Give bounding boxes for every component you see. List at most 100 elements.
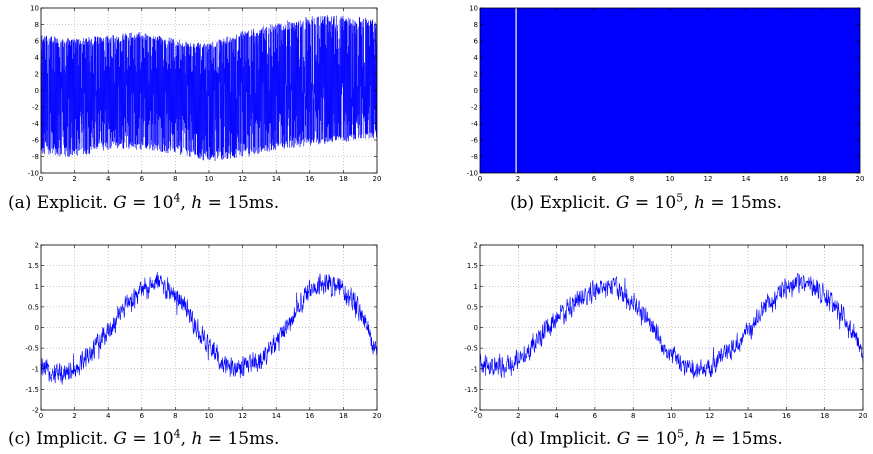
y-tick-label: 2 <box>35 71 39 79</box>
y-tick-label: -2 <box>32 104 39 112</box>
y-tick-label: 6 <box>474 38 479 46</box>
y-tick-label: 0 <box>474 324 478 332</box>
y-tick-label: 2 <box>474 242 478 250</box>
y-tick-label: -1 <box>32 365 39 373</box>
x-tick-label: 20 <box>856 175 865 183</box>
subfigure-d: 0 2 4 6 8 10 12 14 16 18 20 -2 -1.5 -1 -0.5 0 0.5 1 1.5 2 (… <box>440 236 873 454</box>
y-tick-label: -10 <box>28 170 39 178</box>
x-tick-label: 14 <box>744 412 753 420</box>
y-tick-label: -6 <box>32 137 40 145</box>
y-tick-label: 8 <box>35 21 39 29</box>
y-tick-label: 2 <box>474 71 478 79</box>
y-tick-label: 0 <box>474 87 478 95</box>
y-tick-label: 4 <box>474 54 479 62</box>
y-tick-label: 0 <box>35 87 39 95</box>
x-tick-label: 0 <box>39 175 43 183</box>
y-tick-label: -8 <box>471 153 478 161</box>
y-tick-label: -1.5 <box>25 386 39 394</box>
y-tick-label: -2 <box>471 104 478 112</box>
x-tick-label: 12 <box>238 175 247 183</box>
x-tick-label: 2 <box>516 175 520 183</box>
x-tick-label: 20 <box>373 412 382 420</box>
x-tick-label: 18 <box>818 175 827 183</box>
y-tick-label: -2 <box>32 407 39 415</box>
x-tick-label: 20 <box>859 412 868 420</box>
plot-a: 0 2 4 6 8 10 12 14 16 18 20 -10 -8 -6 -4 -2 0 2 4 6 8 10 <box>28 5 382 184</box>
x-tick-label: 8 <box>630 175 634 183</box>
x-tick-label: 14 <box>272 412 281 420</box>
y-tick-label: -0.5 <box>25 345 39 353</box>
y-tick-label: 0 <box>35 324 39 332</box>
x-tick-label: 10 <box>666 175 675 183</box>
y-tick-label: 6 <box>35 38 40 46</box>
y-tick-label: -2 <box>471 407 478 415</box>
x-tick-label: 20 <box>373 175 382 183</box>
caption-a: (a) Explicit. G = 104, h = 15ms. <box>8 191 280 213</box>
y-tick-label: 4 <box>35 54 40 62</box>
y-tick-label: -4 <box>32 120 40 128</box>
x-tick-label: 18 <box>339 412 348 420</box>
plot-c: 0 2 4 6 8 10 12 14 16 18 20 -2 -1.5 -1 -0.5 0 0.5 1 1.5 2 <box>25 242 382 421</box>
caption-c: (c) Implicit. G = 104, h = 15ms. <box>8 427 280 449</box>
x-tick-label: 2 <box>72 175 76 183</box>
x-tick-label: 4 <box>554 412 559 420</box>
y-tick-label: 1 <box>474 283 478 291</box>
y-tick-label: 10 <box>469 5 478 13</box>
x-tick-label: 16 <box>782 412 791 420</box>
x-tick-label: 8 <box>631 412 635 420</box>
x-tick-label: 0 <box>478 412 482 420</box>
y-tick-label: -4 <box>471 120 479 128</box>
y-tick-label: 0.5 <box>28 303 39 311</box>
x-tick-label: 6 <box>140 412 145 420</box>
y-tick-label: -10 <box>467 170 478 178</box>
y-tick-label: 1.5 <box>467 262 478 270</box>
subfigure-a: 0 2 4 6 8 10 12 14 16 18 20 -10 -8 -6 -4 -2 0 2 4 6 8 10 (a) … <box>0 0 420 220</box>
y-tick-label: 10 <box>30 5 39 13</box>
series-line <box>479 272 864 379</box>
y-tick-label: -6 <box>471 137 479 145</box>
x-tick-label: 10 <box>667 412 676 420</box>
y-tick-label: -8 <box>32 153 39 161</box>
series-line <box>40 15 378 162</box>
plot-d: 0 2 4 6 8 10 12 14 16 18 20 -2 -1.5 -1 -0.5 0 0.5 1 1.5 2 <box>464 242 868 421</box>
y-tick-label: 0.5 <box>467 303 478 311</box>
series-fill <box>480 8 860 173</box>
x-tick-label: 8 <box>173 175 177 183</box>
x-tick-label: 4 <box>554 175 559 183</box>
plot-b: 0 2 4 6 8 10 12 14 16 18 20 -10 -8 -6 -4 -2 0 2 4 6 8 10 <box>467 5 865 184</box>
x-tick-label: 6 <box>140 175 145 183</box>
x-tick-label: 2 <box>516 412 520 420</box>
x-tick-label: 12 <box>704 175 713 183</box>
y-tick-label: 2 <box>35 242 39 250</box>
x-tick-label: 8 <box>173 412 177 420</box>
caption-d: (d) Implicit. G = 105, h = 15ms. <box>510 427 783 449</box>
caption-b: (b) Explicit. G = 105, h = 15ms. <box>510 191 782 213</box>
x-tick-label: 16 <box>780 175 789 183</box>
x-tick-label: 0 <box>478 175 482 183</box>
y-tick-label: -0.5 <box>464 345 478 353</box>
x-tick-label: 2 <box>72 412 76 420</box>
x-tick-label: 10 <box>205 175 214 183</box>
x-tick-label: 4 <box>106 175 111 183</box>
x-tick-label: 18 <box>820 412 829 420</box>
x-tick-label: 0 <box>39 412 43 420</box>
y-tick-label: 8 <box>474 21 478 29</box>
x-tick-label: 14 <box>742 175 751 183</box>
x-tick-label: 4 <box>106 412 111 420</box>
x-tick-label: 6 <box>593 412 598 420</box>
y-tick-label: -1.5 <box>464 386 478 394</box>
x-tick-label: 18 <box>339 175 348 183</box>
y-tick-label: 1.5 <box>28 262 39 270</box>
x-tick-label: 14 <box>272 175 281 183</box>
x-tick-label: 10 <box>205 412 214 420</box>
y-tick-label: -1 <box>471 365 478 373</box>
x-tick-label: 16 <box>305 175 314 183</box>
subfigure-c: 0 2 4 6 8 10 12 14 16 18 20 -2 -1.5 -1 -0.5 0 0.5 1 1.5 2 (… <box>0 236 420 454</box>
series-line <box>40 271 378 385</box>
x-tick-label: 12 <box>705 412 714 420</box>
subfigure-b: 0 2 4 6 8 10 12 14 16 18 20 -10 -8 -6 -4 -2 0 2 4 6 8 10 (b) … <box>440 0 873 220</box>
y-tick-label: 1 <box>35 283 39 291</box>
grid <box>480 245 863 410</box>
x-tick-label: 16 <box>305 412 314 420</box>
x-tick-label: 6 <box>592 175 597 183</box>
